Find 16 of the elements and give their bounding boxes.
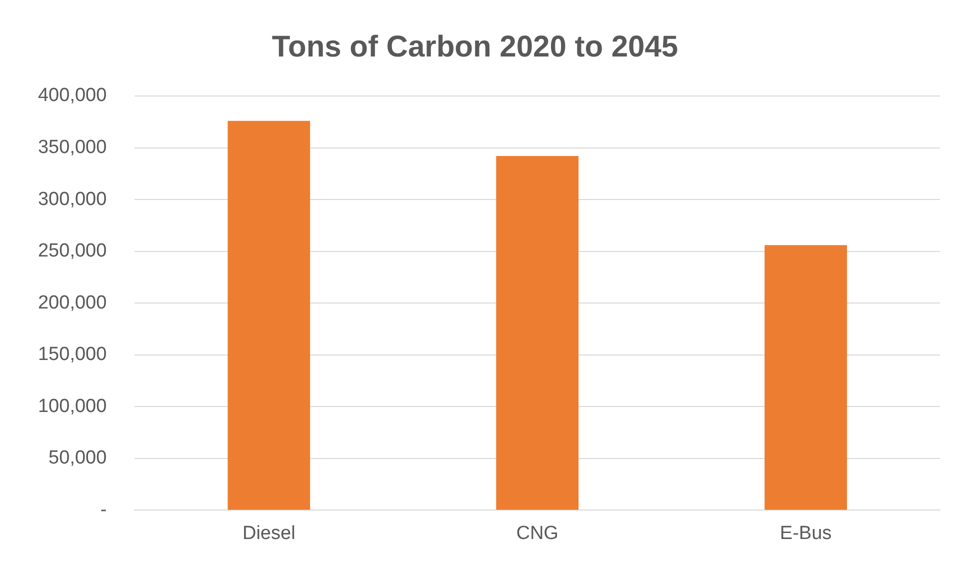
y-tick-label: 150,000 [38, 344, 107, 366]
y-tick-label: 350,000 [38, 137, 107, 158]
chart-title: Tons of Carbon 2020 to 2045 [272, 30, 678, 64]
y-tick-label: 100,000 [38, 396, 107, 417]
x-tick-label: Diesel [242, 522, 296, 544]
y-tick-label: 400,000 [38, 85, 107, 106]
y-tick-label: - [100, 499, 107, 520]
y-tick-label: 250,000 [38, 240, 107, 262]
y-tick-label: 300,000 [38, 188, 107, 210]
bar [228, 120, 310, 510]
y-tick-label: 200,000 [38, 292, 107, 314]
bar [764, 245, 847, 510]
x-tick-label: E-Bus [780, 522, 832, 544]
x-tick-label: CNG [516, 522, 558, 544]
bar [496, 156, 579, 510]
y-tick-label: 50,000 [48, 448, 107, 469]
